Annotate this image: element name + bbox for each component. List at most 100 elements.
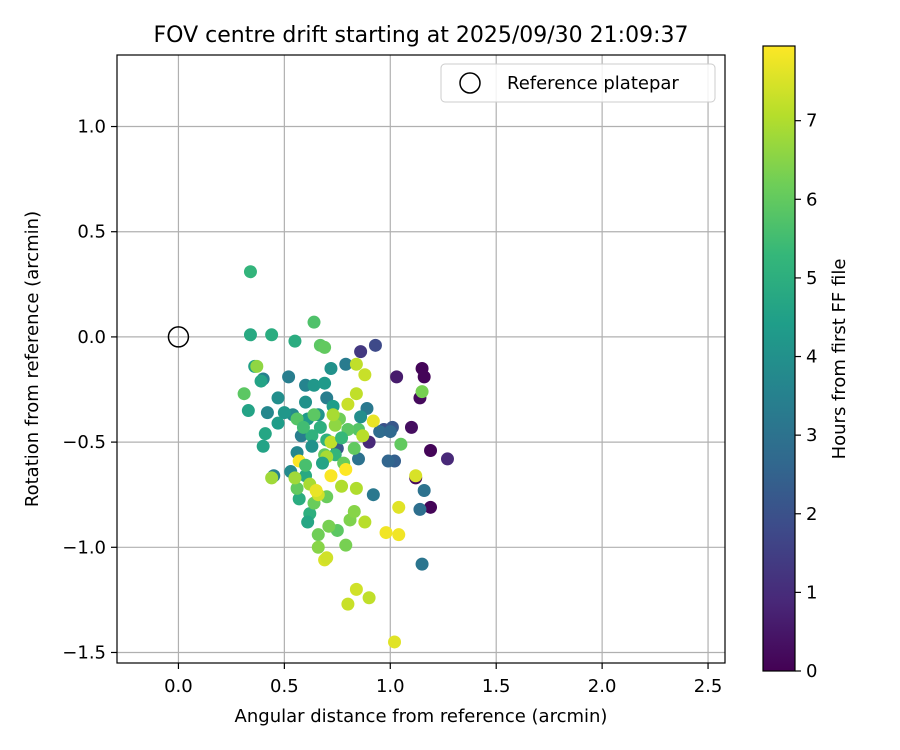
colorbar-label: Hours from first FF file bbox=[829, 259, 850, 460]
drift-point bbox=[417, 483, 431, 497]
drift-point bbox=[296, 420, 310, 434]
drift-point bbox=[424, 500, 438, 514]
drift-point bbox=[366, 414, 380, 428]
drift-point bbox=[305, 439, 319, 453]
colorbar-tick-label: 4 bbox=[806, 347, 817, 368]
drift-point bbox=[318, 376, 332, 390]
reference-platepar-point bbox=[167, 326, 190, 348]
chart-title: FOV centre drift starting at 2025/09/30 … bbox=[154, 23, 689, 48]
drift-point bbox=[307, 408, 321, 422]
drift-point bbox=[265, 471, 279, 485]
drift-point bbox=[349, 582, 363, 596]
drift-point bbox=[390, 370, 404, 384]
drift-point bbox=[347, 441, 361, 455]
colorbar-gradient bbox=[762, 45, 796, 672]
y-tick-label: −0.5 bbox=[62, 432, 106, 453]
drift-point bbox=[354, 345, 368, 359]
drift-point bbox=[288, 334, 302, 348]
legend-reference-marker bbox=[459, 72, 481, 94]
grid-lines bbox=[117, 55, 725, 663]
drift-point bbox=[309, 483, 323, 497]
drift-point bbox=[324, 469, 338, 483]
y-tick-label: 0.5 bbox=[77, 222, 106, 243]
drift-point bbox=[328, 418, 342, 432]
drift-point bbox=[341, 397, 355, 411]
drift-point bbox=[368, 338, 382, 352]
y-axis-label: Rotation from reference (arcmin) bbox=[22, 211, 43, 507]
drift-point bbox=[313, 420, 327, 434]
drift-point bbox=[243, 328, 257, 342]
drift-point bbox=[440, 452, 454, 466]
drift-point bbox=[349, 357, 363, 371]
drift-point bbox=[318, 340, 332, 354]
colorbar-tick-label: 3 bbox=[806, 425, 817, 446]
drift-point bbox=[379, 526, 393, 540]
drift-point bbox=[282, 370, 296, 384]
drift-point bbox=[299, 458, 313, 472]
x-axis-ticks: 0.0 0.5 1.0 1.5 2.0 2.5 bbox=[164, 663, 722, 697]
drift-point bbox=[237, 387, 251, 401]
drift-point bbox=[292, 492, 306, 506]
drift-point bbox=[339, 462, 353, 476]
drift-point bbox=[301, 515, 315, 529]
drift-point bbox=[250, 359, 264, 373]
drift-point bbox=[392, 528, 406, 542]
y-tick-label: −1.5 bbox=[62, 642, 106, 663]
x-tick-label: 1.5 bbox=[482, 676, 511, 697]
y-axis-ticks: −1.5 −1.0 −0.5 0.0 0.5 1.0 bbox=[62, 117, 117, 663]
colorbar-tick-label: 0 bbox=[806, 661, 817, 682]
colorbar: 0 1 2 3 4 5 6 7 Hours from first FF file bbox=[762, 45, 850, 682]
drift-point bbox=[417, 370, 431, 384]
drift-point bbox=[339, 538, 353, 552]
drift-point bbox=[347, 505, 361, 519]
drift-point bbox=[290, 481, 304, 495]
drift-point bbox=[388, 635, 402, 649]
y-tick-label: 1.0 bbox=[77, 117, 106, 138]
drift-point bbox=[373, 425, 387, 439]
drift-point bbox=[307, 378, 321, 392]
x-tick-label: 2.5 bbox=[694, 676, 723, 697]
x-tick-label: 0.0 bbox=[164, 676, 193, 697]
drift-point bbox=[243, 265, 257, 279]
drift-point bbox=[354, 410, 368, 424]
drift-point bbox=[349, 481, 363, 495]
drift-point bbox=[271, 391, 285, 405]
drift-point bbox=[409, 469, 423, 483]
legend: Reference platepar bbox=[440, 63, 716, 103]
drift-point bbox=[358, 515, 372, 529]
drift-point bbox=[256, 439, 270, 453]
x-tick-label: 1.0 bbox=[376, 676, 405, 697]
drift-point bbox=[271, 416, 285, 430]
colorbar-tick-label: 6 bbox=[806, 189, 817, 210]
colorbar-tick-label: 5 bbox=[806, 268, 817, 289]
colorbar-tick-label: 1 bbox=[806, 582, 817, 603]
drift-point bbox=[362, 591, 376, 605]
drift-point bbox=[366, 488, 380, 502]
drift-point bbox=[315, 456, 329, 470]
drift-point bbox=[383, 425, 397, 439]
legend-box bbox=[440, 63, 716, 103]
plot-frame bbox=[116, 54, 726, 664]
drift-point bbox=[339, 357, 353, 371]
colorbar-tick-label: 2 bbox=[806, 504, 817, 525]
drift-point bbox=[277, 406, 291, 420]
colorbar-ticks: 0 1 2 3 4 5 6 7 bbox=[795, 111, 817, 682]
drift-point bbox=[258, 427, 272, 441]
drift-point bbox=[381, 454, 395, 468]
legend-label-reference-platepar: Reference platepar bbox=[507, 73, 679, 94]
drift-point bbox=[260, 406, 274, 420]
drift-point bbox=[404, 420, 418, 434]
drift-point bbox=[415, 385, 429, 399]
drift-point bbox=[307, 315, 321, 329]
drift-point bbox=[358, 368, 372, 382]
drift-point bbox=[265, 328, 279, 342]
drift-point bbox=[349, 387, 363, 401]
drift-point bbox=[335, 431, 349, 445]
y-tick-label: −1.0 bbox=[62, 537, 106, 558]
x-axis-label: Angular distance from reference (arcmin) bbox=[235, 706, 608, 727]
colorbar-tick-label: 7 bbox=[806, 111, 817, 132]
drift-point bbox=[305, 429, 319, 443]
drift-point bbox=[288, 471, 302, 485]
scatter-points bbox=[167, 265, 454, 649]
x-tick-label: 0.5 bbox=[270, 676, 299, 697]
